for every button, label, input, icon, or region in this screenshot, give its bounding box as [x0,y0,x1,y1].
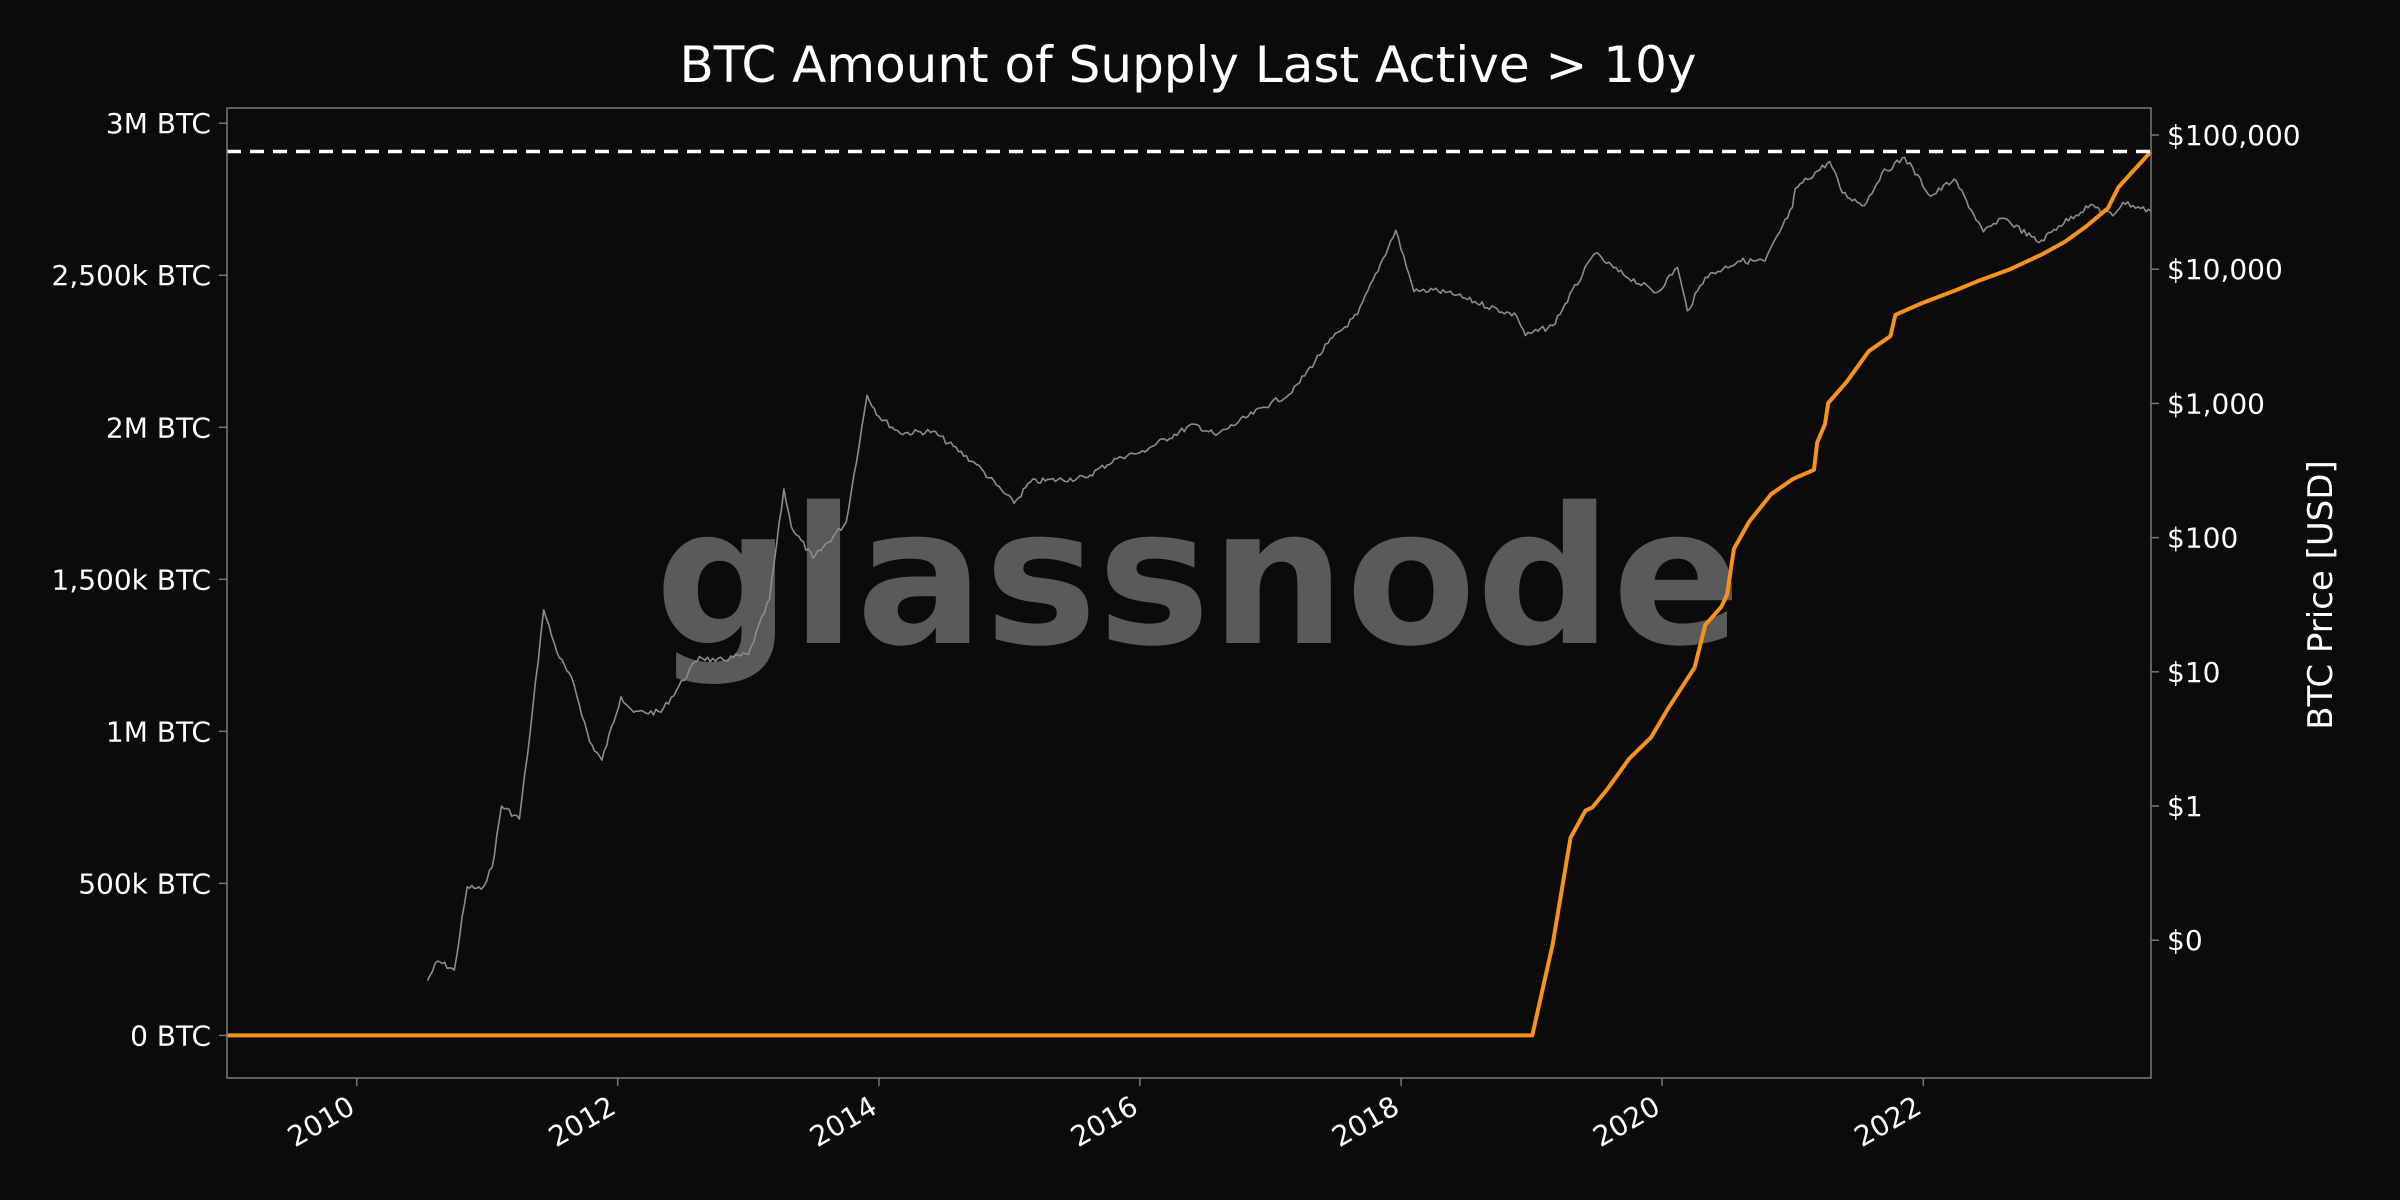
plot-frame [226,107,2152,1079]
supply-series-line [227,150,2153,1038]
y-left-tick-label: 3M BTC [106,107,211,140]
y-right-tick-label: $1 [2167,790,2203,823]
y-left-tick-label: 2,500k BTC [52,259,212,292]
y-right-tick-label: $0 [2167,924,2203,957]
y-left-tick-label: 0 BTC [130,1019,211,1052]
chart-title: BTC Amount of Supply Last Active > 10y [679,36,1696,94]
y-right-tick-label: $100 [2167,522,2238,555]
y-right-tick-label: $10 [2167,656,2220,689]
y-left-tick-label: 2M BTC [106,411,211,444]
y-left-tick-label: 1,500k BTC [52,563,212,596]
y-right-tick-label: $100,000 [2167,119,2301,152]
watermark-logo: glassnode [655,467,1741,688]
price-series-line [426,156,2152,981]
y-axis-left: 0 BTC 500k BTC 1M BTC 1,500k BTC 2M BTC 2,500… [52,107,227,1052]
y-left-tick-label: 500k BTC [78,867,211,900]
y-right-tick-label: $10,000 [2167,253,2283,286]
y-axis-right: $0 $1 $10 $100 $1,000 $10,000 $100,000 [2151,119,2301,957]
y-left-tick-label: 1M BTC [106,715,211,748]
y-right-tick-label: $1,000 [2167,387,2265,420]
y-axis-right-title: BTC Price [USD] [2301,460,2341,730]
series-layer [227,149,2153,1038]
